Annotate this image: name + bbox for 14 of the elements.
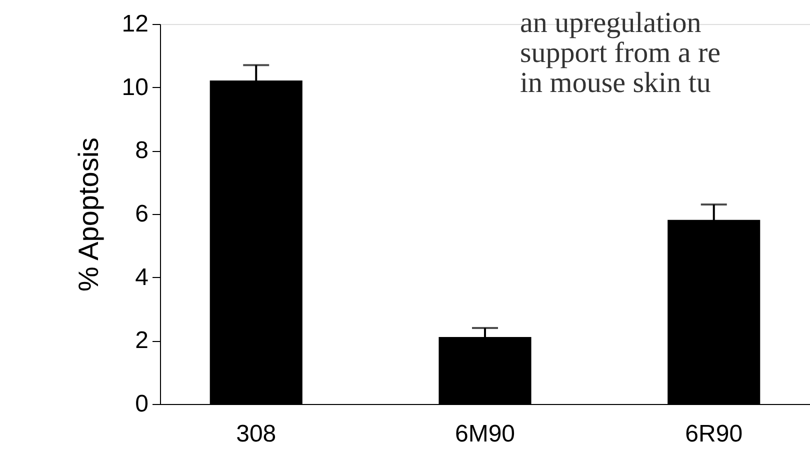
- y-tick-label: 4: [135, 264, 148, 291]
- y-axis-title: % Apoptosis: [72, 137, 104, 292]
- x-tick-label: 6M90: [454, 420, 516, 448]
- annotation: in mouse skin tu: [520, 67, 711, 99]
- annotation: an upregulation: [520, 7, 702, 39]
- x-tick-label: 308: [236, 420, 276, 448]
- y-tick-label: 6: [135, 200, 148, 228]
- y-tick-label: 12: [122, 10, 148, 38]
- y-tick-label: 10: [122, 74, 148, 101]
- y-tick-label: 0: [135, 390, 148, 418]
- y-tick-label: 2: [135, 327, 148, 354]
- x-tick-label: 6R90: [685, 420, 743, 448]
- annotation: support from a re: [520, 37, 721, 69]
- y-tick-label: 8: [135, 137, 148, 164]
